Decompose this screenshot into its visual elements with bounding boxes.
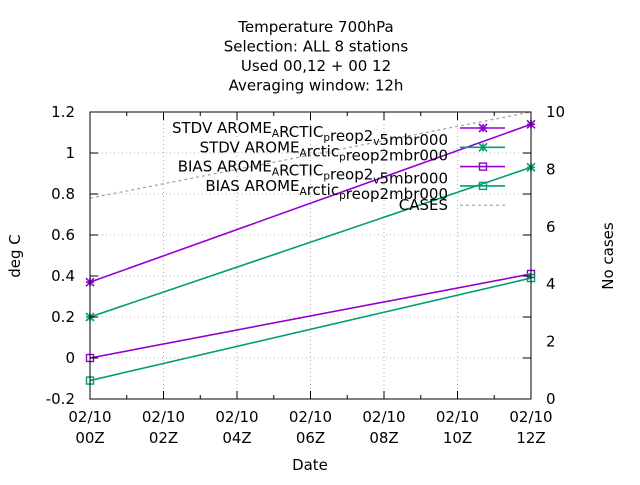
series-line bbox=[89, 273, 532, 359]
x-tick-label: 10Z bbox=[443, 429, 472, 447]
title-line: Averaging window: 12h bbox=[229, 77, 404, 95]
x-tick-label: 08Z bbox=[369, 429, 398, 447]
data-point-star bbox=[478, 123, 488, 133]
x-axis-label: Date bbox=[292, 456, 328, 474]
series-line bbox=[89, 123, 532, 283]
y2-tick-label: 2 bbox=[546, 333, 556, 351]
y-tick-label: 0 bbox=[65, 349, 75, 367]
x-tick-label: 02/10 bbox=[509, 408, 552, 426]
data-point-star bbox=[478, 142, 488, 152]
x-tick-label: 02/10 bbox=[215, 408, 258, 426]
x-tick-label: 02/10 bbox=[289, 408, 332, 426]
y2-tick-label: 8 bbox=[546, 160, 556, 178]
y-axis-label: deg C bbox=[6, 234, 24, 278]
y2-tick-label: 4 bbox=[546, 275, 556, 293]
legend-label: BIAS AROMEArcticpreop2mbr000 bbox=[205, 177, 448, 203]
x-tick-label: 04Z bbox=[222, 429, 251, 447]
legend-label: STDV AROMEArcticpreop2mbr000 bbox=[200, 138, 448, 164]
series-line bbox=[89, 111, 532, 199]
y2-tick-label: 10 bbox=[546, 103, 565, 121]
y2-tick-label: 6 bbox=[546, 218, 556, 236]
axis-ticks: -0.2 0 0.2 0.4 0.6 0.8 1 1.2 0 2 4 6 8 10 02/10 00Z 02/1… bbox=[46, 103, 565, 447]
x-tick-label: 02/10 bbox=[142, 408, 185, 426]
y-tick-label: 1.2 bbox=[51, 103, 75, 121]
y-tick-label: 0.8 bbox=[51, 185, 75, 203]
data-point-square bbox=[478, 181, 488, 191]
x-tick-label: 02/10 bbox=[362, 408, 405, 426]
y-tick-label: -0.2 bbox=[46, 390, 75, 408]
series-line bbox=[89, 166, 532, 318]
series-line bbox=[89, 277, 532, 382]
y-tick-label: 1 bbox=[65, 144, 75, 162]
x-tick-label: 02/10 bbox=[436, 408, 479, 426]
legend-label: BIAS AROMEARCTICpreop2v5mbr000 bbox=[178, 158, 448, 188]
x-tick-label: 00Z bbox=[75, 429, 104, 447]
legend-label: STDV AROMEARCTICpreop2v5mbr000 bbox=[172, 119, 448, 149]
x-tick-label: 02/10 bbox=[68, 408, 111, 426]
title-line: Temperature 700hPa bbox=[237, 18, 394, 36]
x-tick-label: 06Z bbox=[296, 429, 325, 447]
y-tick-label: 0.2 bbox=[51, 308, 75, 326]
title-line: Selection: ALL 8 stations bbox=[224, 38, 409, 56]
y2-tick-label: 0 bbox=[546, 390, 556, 408]
x-tick-label: 12Z bbox=[516, 429, 545, 447]
data-point-square bbox=[478, 162, 488, 171]
y-tick-label: 0.6 bbox=[51, 226, 75, 244]
y-tick-label: 0.4 bbox=[51, 267, 75, 285]
x-tick-label: 02Z bbox=[149, 429, 178, 447]
legend-label: CASES bbox=[399, 196, 448, 214]
chart-title: Temperature 700hPa Selection: ALL 8 stati… bbox=[224, 18, 409, 95]
title-line: Used 00,12 + 00 12 bbox=[241, 57, 391, 75]
y2-axis-label: No cases bbox=[599, 222, 617, 290]
